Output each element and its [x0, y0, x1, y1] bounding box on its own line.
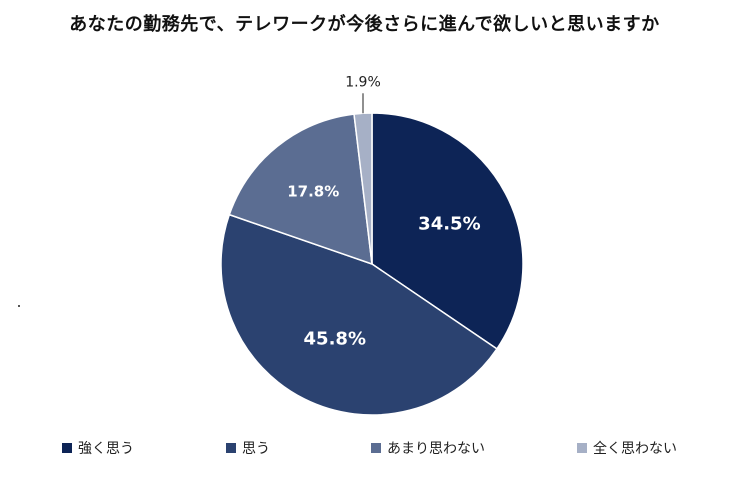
legend-item: 思う — [226, 438, 270, 458]
legend-label: あまり思わない — [387, 441, 485, 457]
legend-swatch — [226, 443, 236, 453]
stray-dot — [18, 305, 20, 307]
pie-slice-3 — [228, 113, 373, 266]
pie-slice-2 — [220, 213, 498, 416]
legend-item: 強く思う — [62, 438, 134, 458]
legend-swatch — [62, 443, 72, 453]
legend-label: 強く思う — [78, 441, 134, 457]
legend-label: 全く思わない — [593, 441, 677, 457]
legend-swatch — [371, 443, 381, 453]
legend-item: あまり思わない — [371, 438, 485, 458]
pie-data-label-3: 17.8% — [287, 182, 339, 200]
legend-label: 思う — [242, 441, 270, 457]
pie-slice-1 — [371, 112, 524, 350]
pie-data-label-1: 34.5% — [418, 213, 480, 234]
chart-title: あなたの勤務先で、テレワークが今後さらに進んで欲しいと思いますか — [69, 14, 660, 35]
pie-slice-4 — [353, 112, 373, 265]
chart-legend: 強く思う 思う あまり思わない 全く思わない — [0, 438, 729, 464]
pie-data-label-2: 45.8% — [304, 329, 366, 350]
legend-item: 全く思わない — [577, 438, 677, 458]
pie-data-label-4: 1.9% — [345, 74, 381, 90]
legend-swatch — [577, 443, 587, 453]
